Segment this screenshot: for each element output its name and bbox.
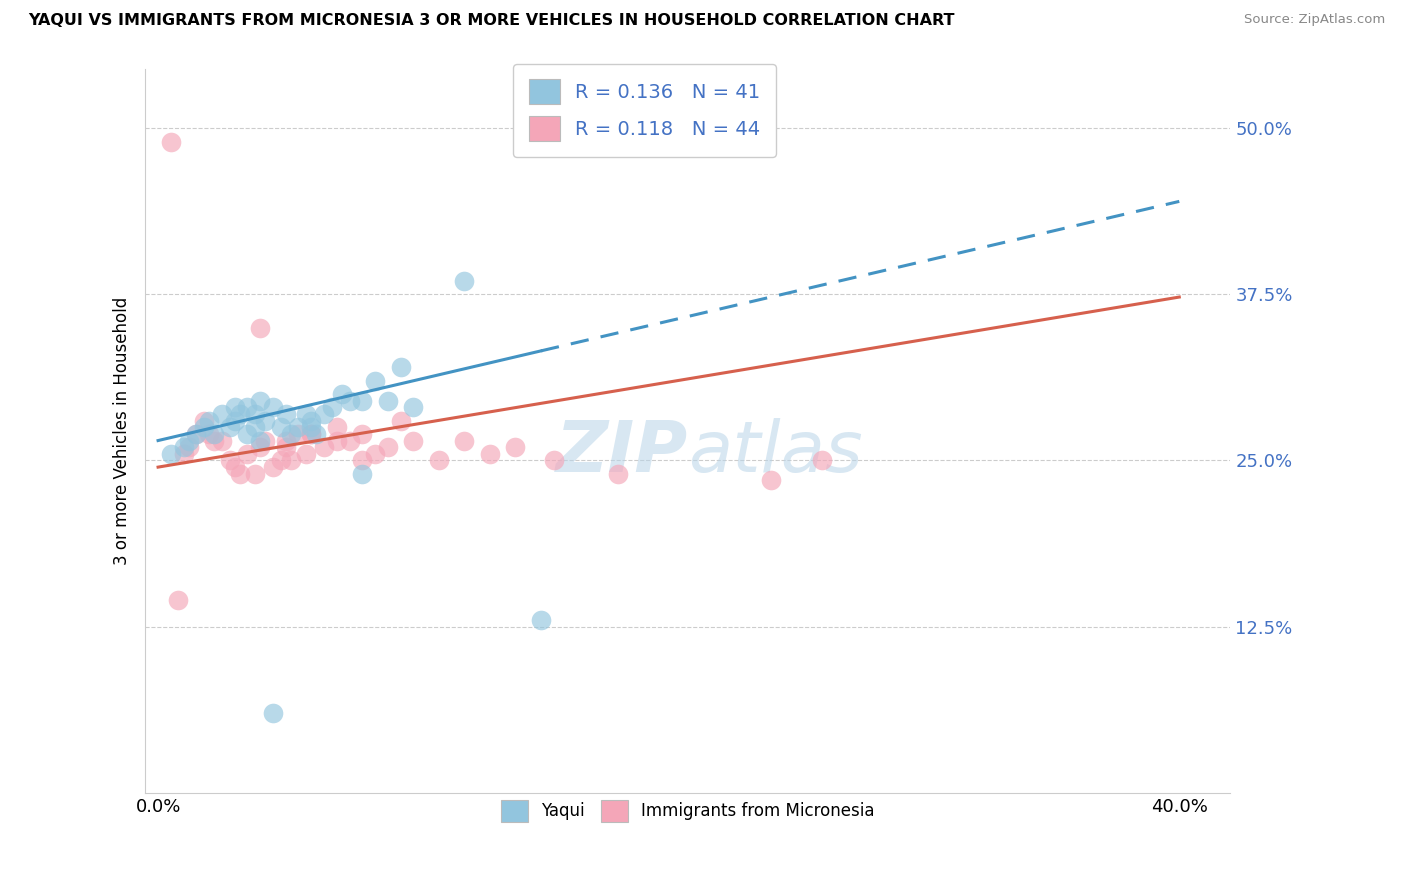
Point (295, 407, 318, 421)
Point (352, 426, 374, 441)
Point (202, 426, 225, 441)
Point (229, 407, 252, 421)
Point (160, 135, 183, 149)
Point (811, 453, 834, 467)
Point (299, 426, 322, 441)
Point (453, 274, 475, 288)
Text: Source: ZipAtlas.com: Source: ZipAtlas.com (1244, 13, 1385, 27)
Point (198, 426, 221, 441)
Point (606, 467, 628, 481)
Point (186, 426, 208, 441)
Point (352, 453, 374, 467)
Point (254, 414, 277, 428)
Point (389, 360, 412, 375)
Point (198, 414, 221, 428)
Point (352, 393, 374, 408)
Point (427, 453, 450, 467)
Point (262, 401, 284, 415)
Point (193, 420, 215, 434)
Point (173, 440, 195, 454)
Point (326, 420, 349, 434)
Text: ZIP: ZIP (555, 417, 688, 487)
Point (177, 434, 200, 448)
Point (249, 320, 271, 334)
Text: YAQUI VS IMMIGRANTS FROM MICRONESIA 3 OR MORE VEHICLES IN HOUSEHOLD CORRELATION : YAQUI VS IMMIGRANTS FROM MICRONESIA 3 OR… (28, 13, 955, 29)
Point (173, 447, 195, 461)
Point (224, 460, 246, 475)
Point (364, 447, 387, 461)
Point (389, 414, 412, 428)
Point (236, 401, 259, 415)
Point (218, 420, 240, 434)
Point (280, 426, 302, 441)
Point (543, 453, 565, 467)
Point (478, 447, 501, 461)
Point (330, 387, 353, 401)
Point (270, 453, 292, 467)
Point (339, 393, 361, 408)
Point (530, 613, 553, 627)
Point (211, 407, 233, 421)
Point (364, 374, 387, 388)
Point (202, 434, 225, 448)
Point (312, 440, 335, 454)
Point (280, 453, 302, 467)
Point (453, 434, 475, 448)
Point (167, 593, 190, 607)
Point (270, 420, 292, 434)
Point (236, 447, 259, 461)
Point (274, 407, 297, 421)
Point (193, 414, 215, 428)
Point (377, 440, 399, 454)
Point (249, 440, 271, 454)
Point (299, 414, 322, 428)
Point (243, 467, 266, 481)
Point (287, 420, 309, 434)
Point (243, 420, 266, 434)
Point (249, 434, 271, 448)
Point (160, 447, 183, 461)
Point (243, 407, 266, 421)
Point (305, 426, 328, 441)
Text: atlas: atlas (688, 417, 862, 487)
Point (211, 434, 233, 448)
Point (377, 393, 399, 408)
Point (249, 393, 271, 408)
Point (339, 434, 361, 448)
Point (224, 401, 246, 415)
Y-axis label: 3 or more Vehicles in Household: 3 or more Vehicles in Household (114, 296, 131, 565)
Point (352, 467, 374, 481)
Point (287, 426, 309, 441)
Point (321, 401, 343, 415)
Point (326, 434, 349, 448)
Point (402, 401, 425, 415)
Point (274, 434, 297, 448)
Point (224, 414, 246, 428)
Point (218, 453, 240, 467)
Point (299, 426, 322, 441)
Point (759, 474, 782, 488)
Point (274, 440, 297, 454)
Point (262, 706, 284, 720)
Point (299, 420, 322, 434)
Point (505, 440, 527, 454)
Point (254, 434, 277, 448)
Point (312, 407, 335, 421)
Point (236, 426, 259, 441)
Point (402, 434, 425, 448)
Point (177, 440, 200, 454)
Point (229, 467, 252, 481)
Point (262, 460, 284, 475)
Point (186, 426, 208, 441)
Point (295, 447, 318, 461)
Legend: Yaqui, Immigrants from Micronesia: Yaqui, Immigrants from Micronesia (488, 787, 889, 835)
